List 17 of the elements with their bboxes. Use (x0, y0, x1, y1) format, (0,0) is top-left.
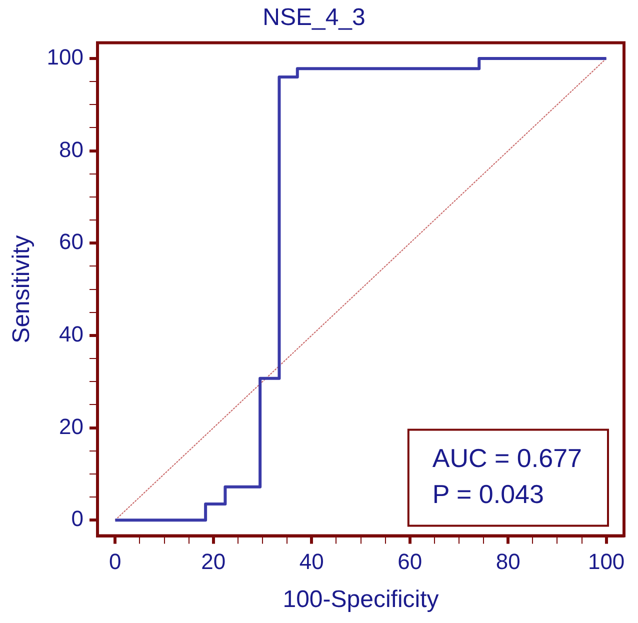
y-tick-label: 80 (59, 136, 84, 162)
x-tick-label: 100 (588, 549, 625, 574)
x-tick-label: 0 (109, 549, 122, 574)
y-axis-title: Sensitivity (8, 235, 36, 344)
x-tick-label: 20 (201, 549, 226, 574)
y-tick-label: 60 (59, 229, 84, 254)
x-axis-title: 100-Specificity (282, 586, 439, 614)
y-tick-label: 0 (71, 506, 84, 532)
y-tick-label: 100 (46, 44, 84, 70)
annotation: P = 0.043 (432, 478, 544, 509)
x-tick-label: 40 (299, 549, 324, 574)
x-tick-label: 80 (496, 549, 520, 574)
chart-title: NSE_4_3 (262, 4, 366, 32)
y-tick-label: 40 (59, 322, 84, 347)
y-tick-label: 20 (59, 414, 84, 439)
x-tick-label: 60 (398, 549, 422, 574)
annotation: AUC = 0.677 (432, 442, 582, 473)
